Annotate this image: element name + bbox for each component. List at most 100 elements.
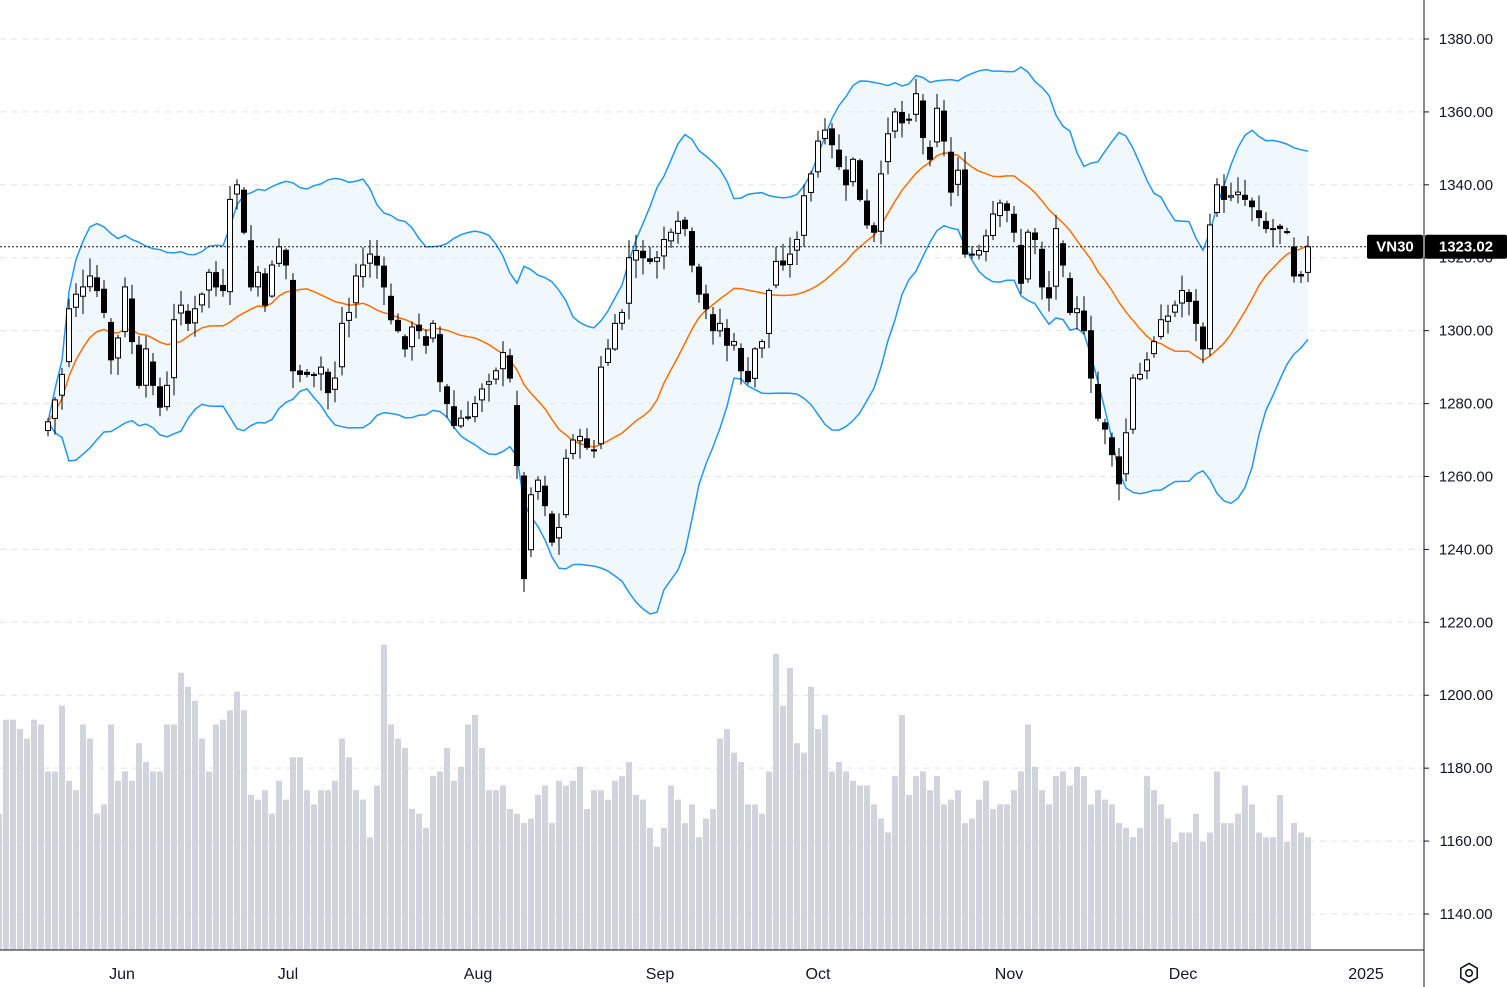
volume-histogram: [0, 644, 1311, 950]
candle: [423, 329, 429, 354]
candle-body: [990, 213, 996, 236]
candle: [920, 94, 926, 155]
volume-bar: [752, 804, 758, 950]
volume-bar: [227, 710, 233, 950]
volume-bar: [1053, 776, 1059, 950]
candle-body: [542, 485, 548, 507]
candle-body: [717, 322, 723, 332]
candle: [647, 246, 653, 265]
candle: [451, 390, 457, 429]
candle: [773, 247, 779, 289]
volume-bar: [1172, 841, 1178, 950]
candle-body: [780, 260, 786, 266]
time-tick-label: Sep: [646, 966, 675, 983]
volume-bar: [143, 762, 149, 950]
candle: [1137, 362, 1143, 381]
volume-bar: [150, 771, 156, 950]
volume-bar: [591, 790, 597, 950]
candle: [1025, 229, 1031, 283]
candle-body: [1165, 315, 1171, 322]
candle: [1263, 212, 1269, 234]
candle-body: [486, 381, 492, 385]
candle: [1060, 240, 1066, 278]
settings-icon[interactable]: [1455, 960, 1483, 986]
volume-bar: [696, 837, 702, 950]
candle-body: [962, 169, 968, 255]
time-axis[interactable]: Jun Jul Aug Sep Oct Nov Dec 2025: [109, 966, 1384, 983]
candle-body: [801, 195, 807, 236]
candle: [619, 309, 625, 331]
volume-bar: [885, 832, 891, 950]
volume-bar: [318, 790, 324, 950]
candle: [192, 295, 198, 337]
price-axis[interactable]: 1140.00 1160.00 1180.00 1200.00 1220.00 1240.…: [1424, 31, 1493, 923]
candle-body: [941, 110, 947, 142]
candle-body: [171, 319, 177, 379]
volume-bar: [220, 719, 226, 950]
volume-bar: [185, 686, 191, 950]
volume-bar: [493, 790, 499, 950]
volume-bar: [164, 724, 170, 950]
candle: [262, 268, 268, 312]
candle-body: [178, 304, 184, 314]
candle-body: [955, 169, 961, 185]
candle-body: [395, 319, 401, 332]
candle-body: [892, 111, 898, 132]
volume-bar: [843, 771, 849, 950]
volume-bar: [80, 724, 86, 950]
volume-bar: [248, 794, 254, 950]
candle-body: [1158, 319, 1164, 337]
candle: [948, 137, 954, 207]
volume-bar: [507, 809, 513, 950]
candle-body: [829, 128, 835, 146]
volume-bar: [927, 790, 933, 950]
candle: [1228, 182, 1234, 202]
candle-body: [927, 146, 933, 160]
volume-bar: [633, 794, 639, 950]
candle: [395, 313, 401, 333]
price-tick-label: 1180.00: [1439, 760, 1492, 777]
candle-body: [1144, 359, 1150, 372]
volume-bar: [101, 804, 107, 950]
candle-body: [1200, 326, 1206, 350]
volume-bar: [822, 715, 828, 950]
candle-body: [1025, 231, 1031, 280]
candle-body: [311, 373, 317, 376]
candle-body: [318, 366, 324, 375]
candle-body: [710, 314, 716, 332]
volume-bar: [1277, 794, 1283, 950]
volume-bar: [0, 813, 2, 950]
candle: [409, 321, 415, 361]
candle-body: [514, 405, 520, 467]
candle-body: [192, 308, 198, 324]
candle-body: [1221, 186, 1227, 200]
volume-bar: [983, 780, 989, 950]
volume-bar: [654, 846, 660, 950]
candle: [276, 238, 282, 267]
candle-body: [773, 260, 779, 286]
price-tick-label: 1380.00: [1439, 31, 1493, 48]
volume-bar: [171, 724, 177, 950]
candle: [780, 243, 786, 271]
volume-bar: [1060, 771, 1066, 950]
last-price-badge: VN30 1323.02: [1367, 234, 1507, 259]
volume-bar: [1074, 766, 1080, 950]
volume-bar: [703, 818, 709, 950]
candle-body: [304, 371, 310, 375]
volume-bar: [269, 813, 275, 950]
candle-body: [1235, 191, 1241, 196]
candle: [59, 367, 65, 410]
candle-body: [1109, 437, 1115, 456]
volume-bar: [24, 738, 30, 950]
candle: [52, 396, 58, 435]
candle-body: [402, 336, 408, 350]
volume-bar: [1109, 804, 1115, 950]
candle: [612, 314, 618, 351]
candle-body: [843, 169, 849, 186]
candle: [486, 373, 492, 402]
volume-bar: [1123, 827, 1129, 950]
candle-body: [864, 200, 870, 226]
candle-body: [1193, 300, 1199, 324]
volume-bar: [1235, 813, 1241, 950]
